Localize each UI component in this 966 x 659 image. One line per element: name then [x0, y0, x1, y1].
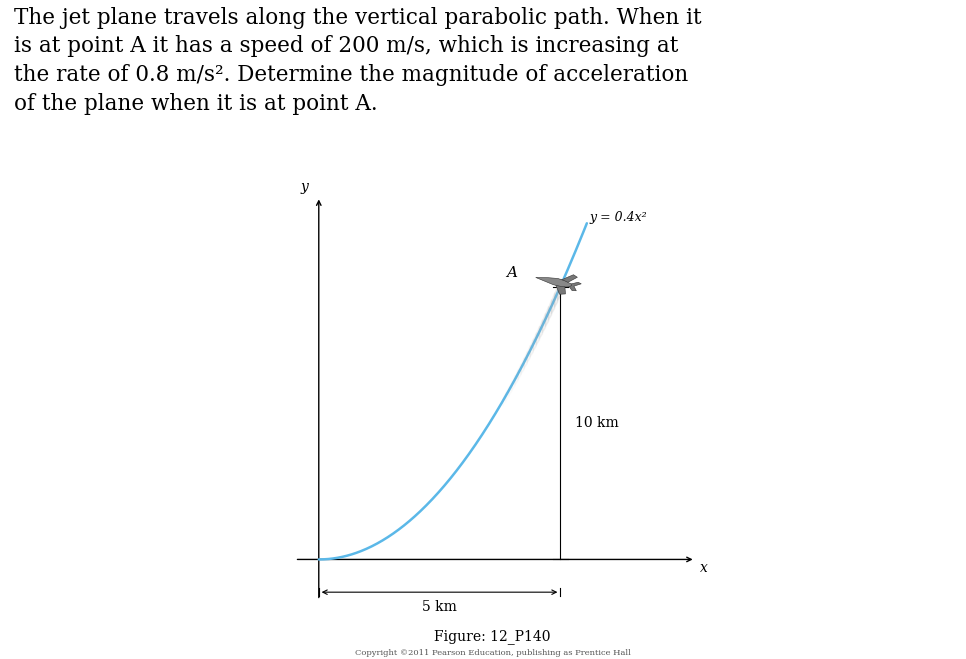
Polygon shape	[568, 282, 582, 291]
Text: The jet plane travels along the vertical parabolic path. When it
is at point A i: The jet plane travels along the vertical…	[14, 7, 702, 115]
Text: y: y	[300, 180, 308, 194]
Text: Copyright ©2011 Pearson Education, publishing as Prentice Hall: Copyright ©2011 Pearson Education, publi…	[355, 649, 631, 657]
Text: 5 km: 5 km	[422, 600, 457, 614]
Text: x: x	[700, 561, 708, 575]
Polygon shape	[536, 277, 572, 287]
Text: A: A	[506, 266, 518, 280]
Text: Figure: 12_P140: Figure: 12_P140	[435, 629, 551, 645]
Text: y = 0.4x²: y = 0.4x²	[589, 211, 647, 224]
Polygon shape	[554, 275, 578, 294]
Text: 10 km: 10 km	[575, 416, 618, 430]
